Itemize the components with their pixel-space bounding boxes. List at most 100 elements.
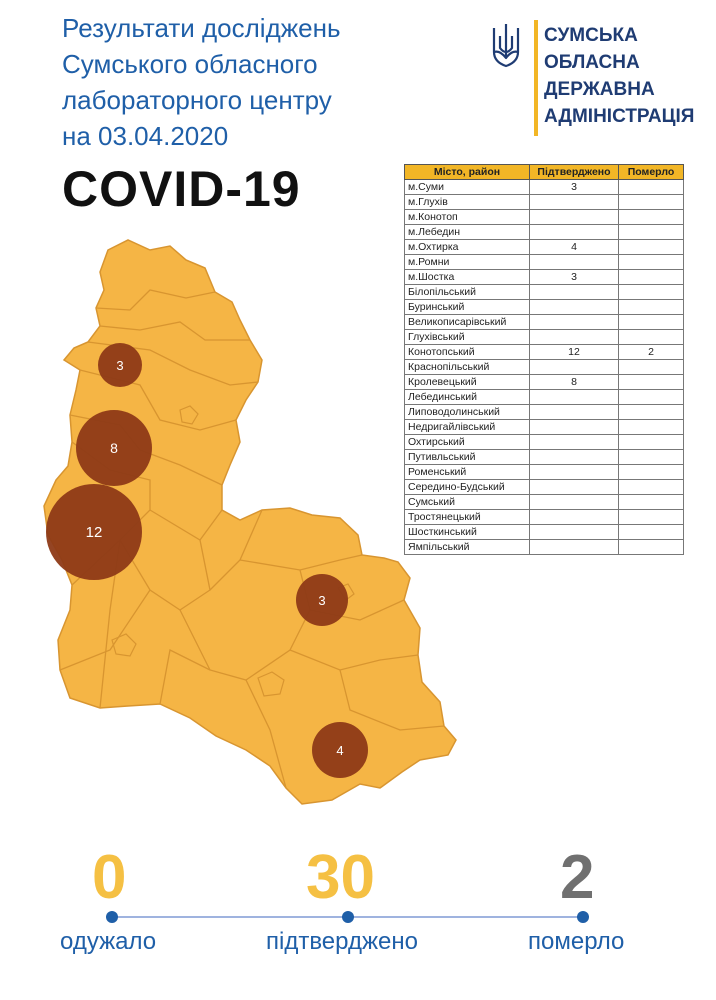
case-bubble <box>312 722 368 778</box>
page-title: Результати досліджень Сумського обласног… <box>62 10 422 154</box>
case-bubble <box>46 484 142 580</box>
case-bubble-label: 3 <box>318 593 325 608</box>
case-bubble <box>98 343 142 387</box>
cell-confirmed <box>529 389 619 405</box>
cell-confirmed <box>529 359 619 375</box>
cell-confirmed <box>529 434 619 450</box>
cell-died <box>618 314 684 330</box>
table-row: Ямпільський <box>404 539 684 555</box>
cell-confirmed <box>529 494 619 510</box>
oblast-fill <box>43 239 457 805</box>
cell-confirmed <box>529 524 619 540</box>
timeline-dot-died <box>577 911 589 923</box>
table-row: м.Глухів <box>404 194 684 210</box>
died-count: 2 <box>560 843 595 912</box>
cell-city: Ямпільський <box>404 539 530 555</box>
cell-city: м.Суми <box>404 179 530 195</box>
title-line-1: Результати досліджень <box>62 13 341 43</box>
case-bubble-label: 8 <box>110 440 118 456</box>
trident-icon <box>492 24 520 68</box>
table-row: м.Конотоп <box>404 209 684 225</box>
logo-line-3: ДЕРЖАВНА <box>544 79 655 100</box>
logo-line-1: СУМСЬКА <box>544 25 638 46</box>
cell-died <box>618 179 684 195</box>
table-row: Конотопський 12 2 <box>404 344 684 360</box>
table-row: Охтирський <box>404 434 684 450</box>
died-label: померло <box>528 928 625 955</box>
cell-died <box>618 434 684 450</box>
cell-confirmed <box>529 464 619 480</box>
cell-confirmed: 4 <box>529 239 619 255</box>
cell-confirmed <box>529 404 619 420</box>
cell-died <box>618 389 684 405</box>
case-bubble-label: 3 <box>116 358 123 373</box>
timeline-dot-recovered <box>106 911 118 923</box>
cell-confirmed <box>529 329 619 345</box>
table-row: Буринський <box>404 299 684 315</box>
cell-confirmed <box>529 284 619 300</box>
cell-died <box>618 449 684 465</box>
cell-died <box>618 419 684 435</box>
cell-confirmed <box>529 509 619 525</box>
cell-confirmed: 12 <box>529 344 619 360</box>
cell-died <box>618 479 684 495</box>
cell-died <box>618 539 684 555</box>
cell-city: Середино-Будський <box>404 479 530 495</box>
table-row: Липоводолинський <box>404 404 684 420</box>
table-row: м.Лебедин <box>404 224 684 240</box>
cell-city: Буринський <box>404 299 530 315</box>
confirmed-count: 30 <box>306 843 375 912</box>
cell-confirmed <box>529 539 619 555</box>
confirmed-label: підтверджено <box>266 928 418 955</box>
cell-died <box>618 239 684 255</box>
case-bubble-label: 4 <box>336 743 343 758</box>
cell-died <box>618 209 684 225</box>
cell-city: Глухівський <box>404 329 530 345</box>
logo-accent-bar <box>534 20 538 136</box>
table-row: Глухівський <box>404 329 684 345</box>
cell-confirmed <box>529 479 619 495</box>
case-bubble <box>76 410 152 486</box>
cell-confirmed <box>529 419 619 435</box>
table-row: Великописарівський <box>404 314 684 330</box>
cell-confirmed: 3 <box>529 179 619 195</box>
case-bubble-label: 12 <box>86 524 103 541</box>
table-row: Сумський <box>404 494 684 510</box>
table-row: Шосткинський <box>404 524 684 540</box>
cell-died <box>618 284 684 300</box>
recovered-label: одужало <box>60 928 157 955</box>
cell-died <box>618 359 684 375</box>
cell-died <box>618 509 684 525</box>
cell-died <box>618 254 684 270</box>
cell-died <box>618 524 684 540</box>
cell-city: м.Охтирка <box>404 239 530 255</box>
cell-city: м.Лебедин <box>404 224 530 240</box>
cell-confirmed <box>529 209 619 225</box>
cell-city: Тростянецький <box>404 509 530 525</box>
cell-confirmed <box>529 194 619 210</box>
logo-line-4: АДМІНІСТРАЦІЯ <box>544 106 695 127</box>
table-row: Роменський <box>404 464 684 480</box>
case-bubble <box>296 574 348 626</box>
logo-line-2: ОБЛАСНА <box>544 52 640 73</box>
case-bubbles: 3 8 12 3 4 <box>46 343 368 778</box>
cell-city: Липоводолинський <box>404 404 530 420</box>
cell-confirmed <box>529 299 619 315</box>
header-died: Померло <box>618 164 684 180</box>
table-header-row: Місто, район Підтверджено Померло <box>404 164 684 180</box>
cell-city: м.Глухів <box>404 194 530 210</box>
cases-table: Місто, район Підтверджено Померло м.Суми… <box>404 164 684 555</box>
cell-confirmed <box>529 254 619 270</box>
title-line-2: Сумського обласного <box>62 49 318 79</box>
table-row: Недригайлівський <box>404 419 684 435</box>
cell-confirmed <box>529 449 619 465</box>
cell-confirmed: 3 <box>529 269 619 285</box>
cell-died <box>618 194 684 210</box>
cell-city: Сумський <box>404 494 530 510</box>
cell-confirmed: 8 <box>529 374 619 390</box>
title-line-4: на 03.04.2020 <box>62 121 229 151</box>
cell-died <box>618 494 684 510</box>
header-city: Місто, район <box>404 164 530 180</box>
cell-died <box>618 374 684 390</box>
recovered-count: 0 <box>92 843 127 912</box>
